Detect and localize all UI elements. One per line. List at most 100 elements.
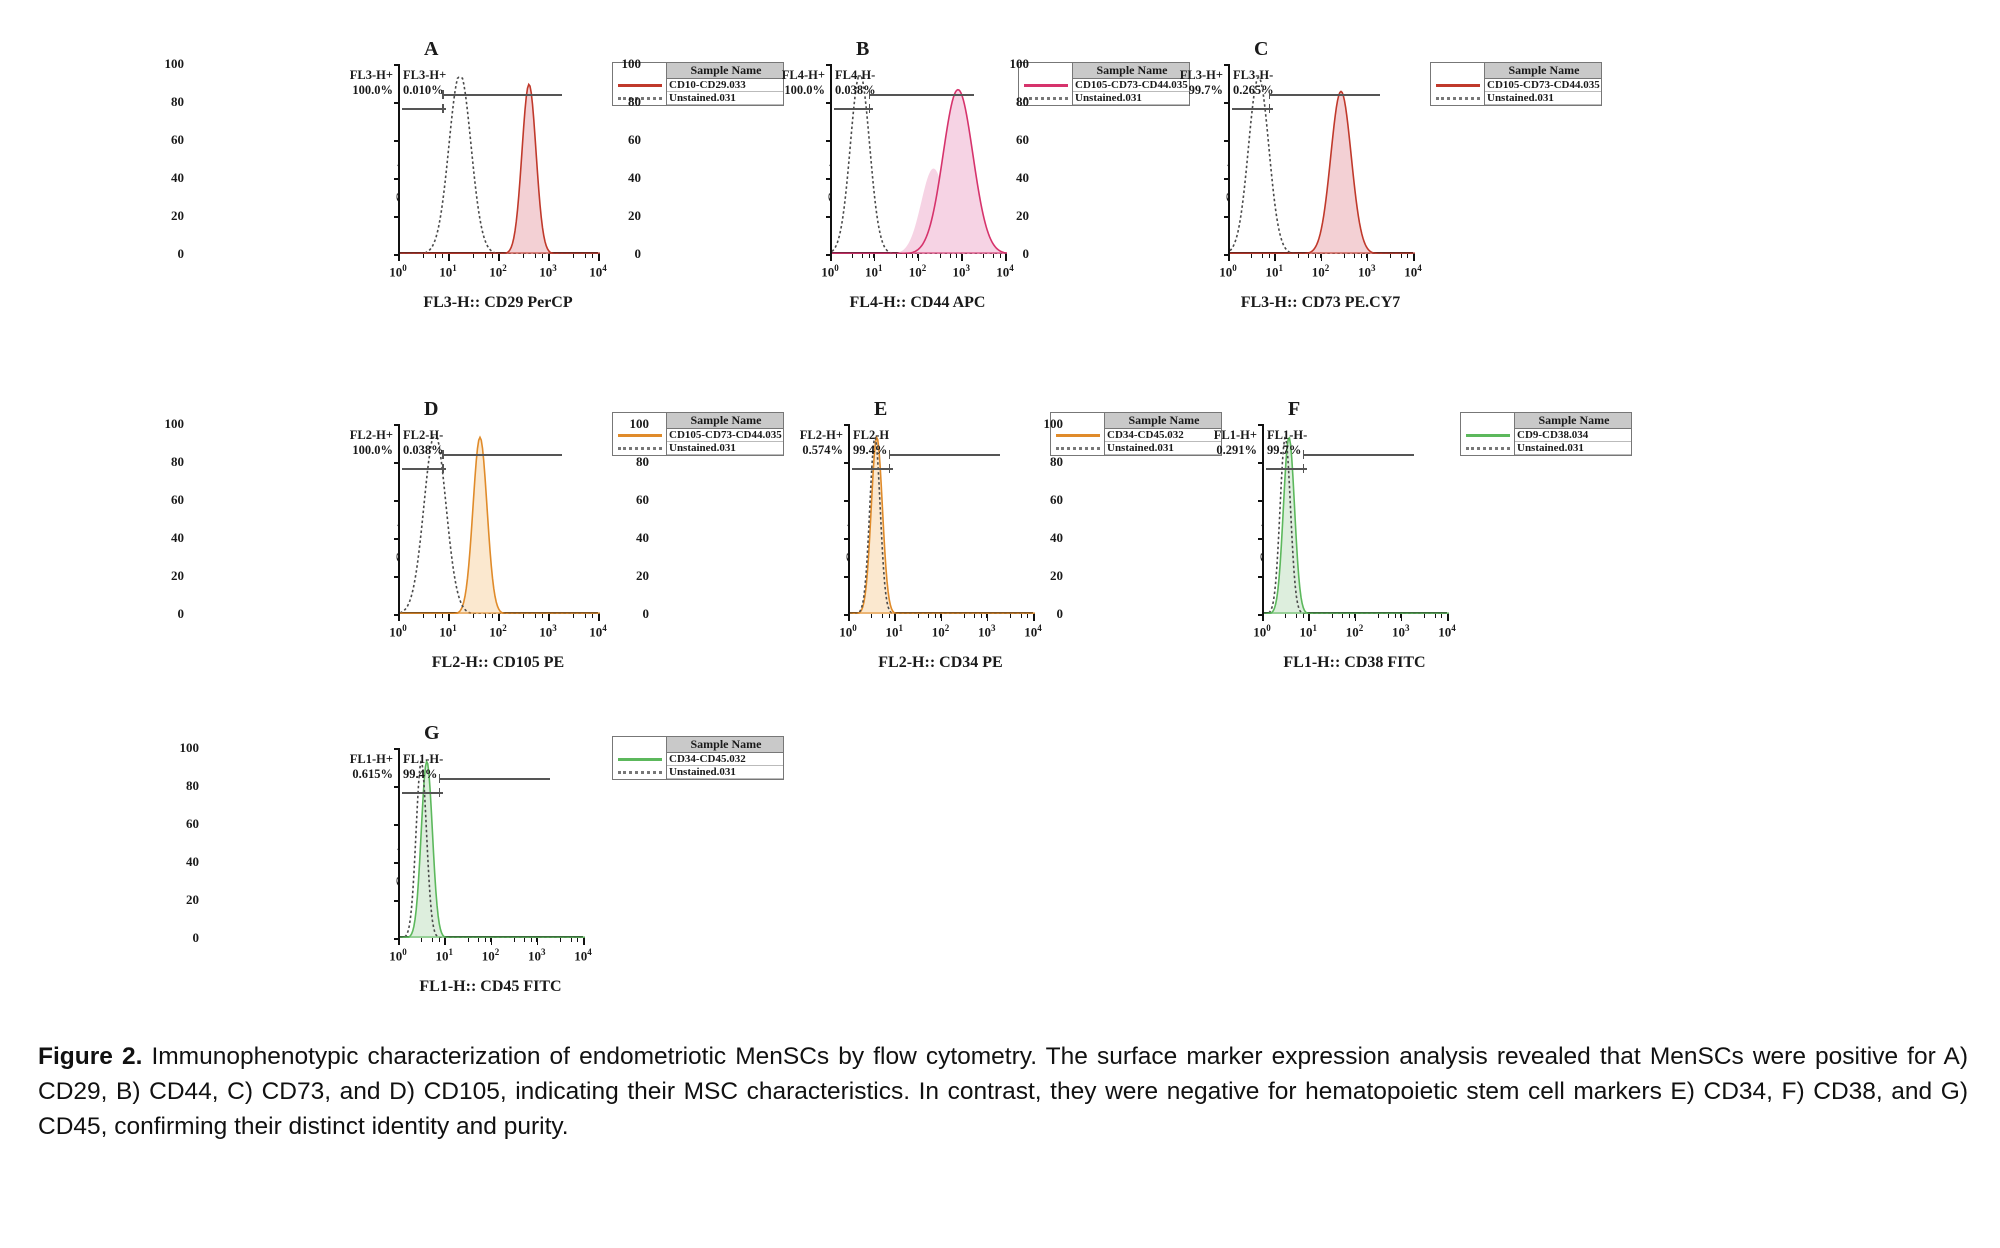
legend-row-sample[interactable]: CD105-CD73-CD44.035 xyxy=(1019,79,1189,92)
x-tick-label: 102 xyxy=(1345,623,1364,640)
gate-positive-label: FL3-H+ xyxy=(349,68,393,82)
gate-bar-positive xyxy=(888,454,1000,456)
x-tick-minor xyxy=(534,614,536,618)
legend-table: Sample Name CD105-CD73-CD44.035 Unstained.… xyxy=(1430,62,1602,106)
x-tick-minor xyxy=(928,614,930,618)
gate-positive-annotation: FL3-H+ 99.7% xyxy=(1180,68,1223,98)
legend-row-sample[interactable]: CD34-CD45.032 xyxy=(613,753,783,766)
y-tick-mark xyxy=(826,64,831,66)
x-tick-minor xyxy=(577,938,579,942)
gate-negative-label: FL1-H- xyxy=(403,752,444,766)
x-tick-mark xyxy=(498,614,500,621)
x-tick-minor xyxy=(981,614,983,618)
x-tick-mark xyxy=(1447,614,1449,621)
x-tick-mark xyxy=(940,614,942,621)
x-tick-mark xyxy=(1274,254,1276,261)
legend-row-unstained[interactable]: Unstained.031 xyxy=(1019,92,1189,105)
y-tick-mark xyxy=(394,424,399,426)
legend-row-unstained[interactable]: Unstained.031 xyxy=(1051,442,1221,455)
gate-negative-label: FL3-H+ xyxy=(403,68,447,82)
x-tick-minor xyxy=(442,254,444,258)
legend-row-unstained[interactable]: Unstained.031 xyxy=(613,766,783,779)
x-tick-minor xyxy=(868,254,870,258)
y-tick-label: 20 xyxy=(636,568,649,583)
gate-cap-right xyxy=(442,464,444,473)
x-tick-minor xyxy=(434,614,436,618)
y-tick-mark xyxy=(844,538,849,540)
x-tick-mark xyxy=(398,254,400,261)
y-tick-label: 60 xyxy=(628,132,641,147)
y-tick-label: 0 xyxy=(177,246,185,261)
x-tick-minor xyxy=(523,254,525,258)
legend-row-sample[interactable]: CD9-CD38.034 xyxy=(1461,429,1631,442)
y-tick-label: 60 xyxy=(636,492,649,507)
x-tick-mark xyxy=(1262,614,1264,621)
histogram-plot-area xyxy=(398,748,585,938)
legend-row-unstained[interactable]: Unstained.031 xyxy=(613,92,783,105)
x-tick-minor xyxy=(484,938,486,942)
legend-row-unstained[interactable]: Unstained.031 xyxy=(613,442,783,455)
histogram-plot-area xyxy=(1228,64,1415,254)
y-tick-label: 80 xyxy=(636,454,649,469)
x-tick-minor xyxy=(1348,614,1350,618)
legend-row-sample[interactable]: CD10-CD29.033 xyxy=(613,79,783,92)
y-tick-label: 60 xyxy=(1016,132,1029,147)
legend-swatch-unstained xyxy=(1431,92,1485,105)
legend-swatch-unstained xyxy=(1461,442,1515,455)
y-tick-mark xyxy=(844,576,849,578)
gate-cap-left xyxy=(442,450,444,459)
gate-negative-value: 0.038% xyxy=(835,82,876,97)
y-tick-label: 60 xyxy=(1050,492,1063,507)
x-tick-label: 100 xyxy=(821,263,839,280)
x-tick-mark xyxy=(917,254,919,261)
legend-row-unstained[interactable]: Unstained.031 xyxy=(1431,92,1601,105)
baseline xyxy=(400,936,585,938)
legend-unstained-label: Unstained.031 xyxy=(667,766,783,779)
x-tick-minor xyxy=(1354,254,1356,258)
x-tick-label: 103 xyxy=(1392,623,1410,640)
legend-row-sample[interactable]: CD34-CD45.032 xyxy=(1051,429,1221,442)
legend-row-sample[interactable]: CD105-CD73-CD44.035 xyxy=(613,429,783,442)
x-tick-minor xyxy=(983,254,985,258)
x-tick-mark xyxy=(986,614,989,621)
x-tick-minor xyxy=(467,938,469,942)
x-tick-minor xyxy=(431,938,433,942)
y-tick-label: 80 xyxy=(186,778,199,793)
y-tick-label: 100 xyxy=(164,56,185,71)
gate-bar-positive xyxy=(442,454,562,456)
legend-swatch-unstained xyxy=(613,92,667,105)
x-tick-label: 103 xyxy=(539,623,557,640)
y-tick-label: 100 xyxy=(1043,416,1064,431)
legend-sample-label: CD34-CD45.032 xyxy=(667,753,783,766)
x-tick-minor xyxy=(939,254,941,258)
sample-histogram-line xyxy=(400,82,600,254)
y-tick-mark xyxy=(394,862,399,864)
legend-row-unstained[interactable]: Unstained.031 xyxy=(1461,442,1631,455)
y-tick-mark xyxy=(844,462,849,464)
legend-row-sample[interactable]: CD105-CD73-CD44.035 xyxy=(1431,79,1601,92)
legend-table: Sample Name CD9-CD38.034 Unstained.031 xyxy=(1460,412,1632,456)
y-tick-label: 20 xyxy=(186,892,199,907)
x-tick-label: 102 xyxy=(481,947,500,964)
x-tick-minor xyxy=(1434,614,1436,618)
gate-negative-label: FL4-H- xyxy=(835,68,876,82)
y-tick-label: 80 xyxy=(171,94,184,109)
legend-header-label: Sample Name xyxy=(1073,63,1189,79)
x-tick-mark xyxy=(498,254,500,261)
y-tick-mark xyxy=(394,64,399,66)
histogram-plot-area xyxy=(1262,424,1449,614)
x-tick-minor xyxy=(560,938,562,942)
x-tick-label: 102 xyxy=(489,263,507,280)
x-tick-minor xyxy=(999,254,1001,258)
y-tick-label: 20 xyxy=(171,568,184,583)
x-tick-label: 101 xyxy=(1299,623,1318,640)
x-tick-label: 100 xyxy=(1253,623,1271,640)
gate-cap-left xyxy=(888,450,891,459)
gate-cap-right xyxy=(888,464,891,473)
x-axis-title: FL1-H:: CD38 FITC xyxy=(1283,654,1426,671)
gate-positive-value: 0.291% xyxy=(1216,442,1257,457)
x-tick-label: 101 xyxy=(865,263,883,280)
x-tick-minor xyxy=(1302,614,1304,618)
x-tick-minor xyxy=(473,254,475,258)
x-tick-minor xyxy=(542,254,544,258)
